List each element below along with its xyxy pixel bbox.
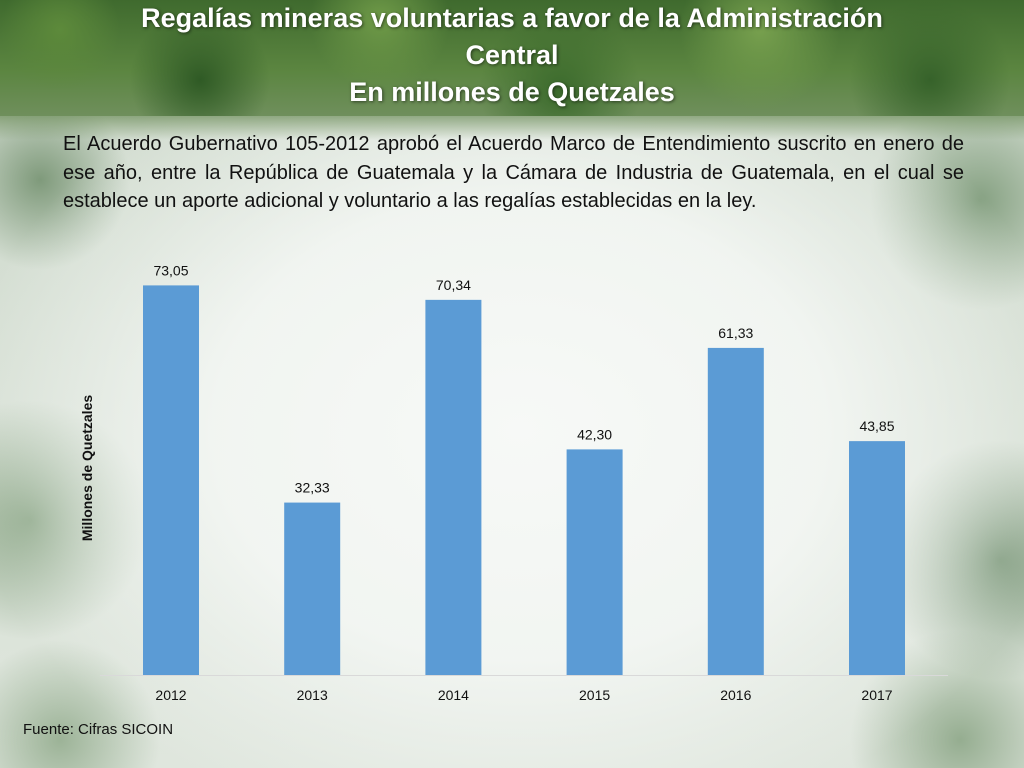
- data-label-2016: 61,33: [718, 325, 753, 341]
- y-axis-label: Millones de Quetzales: [79, 395, 95, 541]
- bar-2014: [425, 299, 482, 675]
- x-tick-label-2015: 2015: [579, 687, 610, 703]
- bar-2017: [849, 441, 905, 675]
- x-tick-label-2017: 2017: [861, 687, 892, 703]
- page-title: Regalías mineras voluntarias a favor de …: [40, 0, 984, 111]
- bar-2012: [143, 285, 199, 675]
- data-label-2014: 70,34: [436, 277, 471, 293]
- title-line-1: Regalías mineras voluntarias a favor de …: [141, 3, 883, 33]
- bar-2013: [284, 502, 341, 675]
- intro-paragraph: El Acuerdo Gubernativo 105-2012 aprobó e…: [63, 133, 964, 212]
- bar-2015: [566, 449, 623, 675]
- source-note: Fuente: Cifras SICOIN: [23, 721, 174, 738]
- x-tick-label-2014: 2014: [438, 687, 469, 703]
- title-line-2: Central: [465, 40, 559, 70]
- bar-2016: [707, 347, 764, 675]
- data-label-2015: 42,30: [577, 426, 612, 442]
- x-tick-label-2013: 2013: [297, 687, 328, 703]
- title-line-3: En millones de Quetzales: [349, 77, 675, 107]
- data-label-2013: 32,33: [295, 480, 330, 496]
- data-label-2017: 43,85: [859, 418, 894, 434]
- x-tick-label-2012: 2012: [155, 687, 186, 703]
- header-banner: Regalías mineras voluntarias a favor de …: [0, 0, 1024, 140]
- x-tick-label-2016: 2016: [720, 687, 751, 703]
- data-label-2012: 73,05: [153, 262, 188, 278]
